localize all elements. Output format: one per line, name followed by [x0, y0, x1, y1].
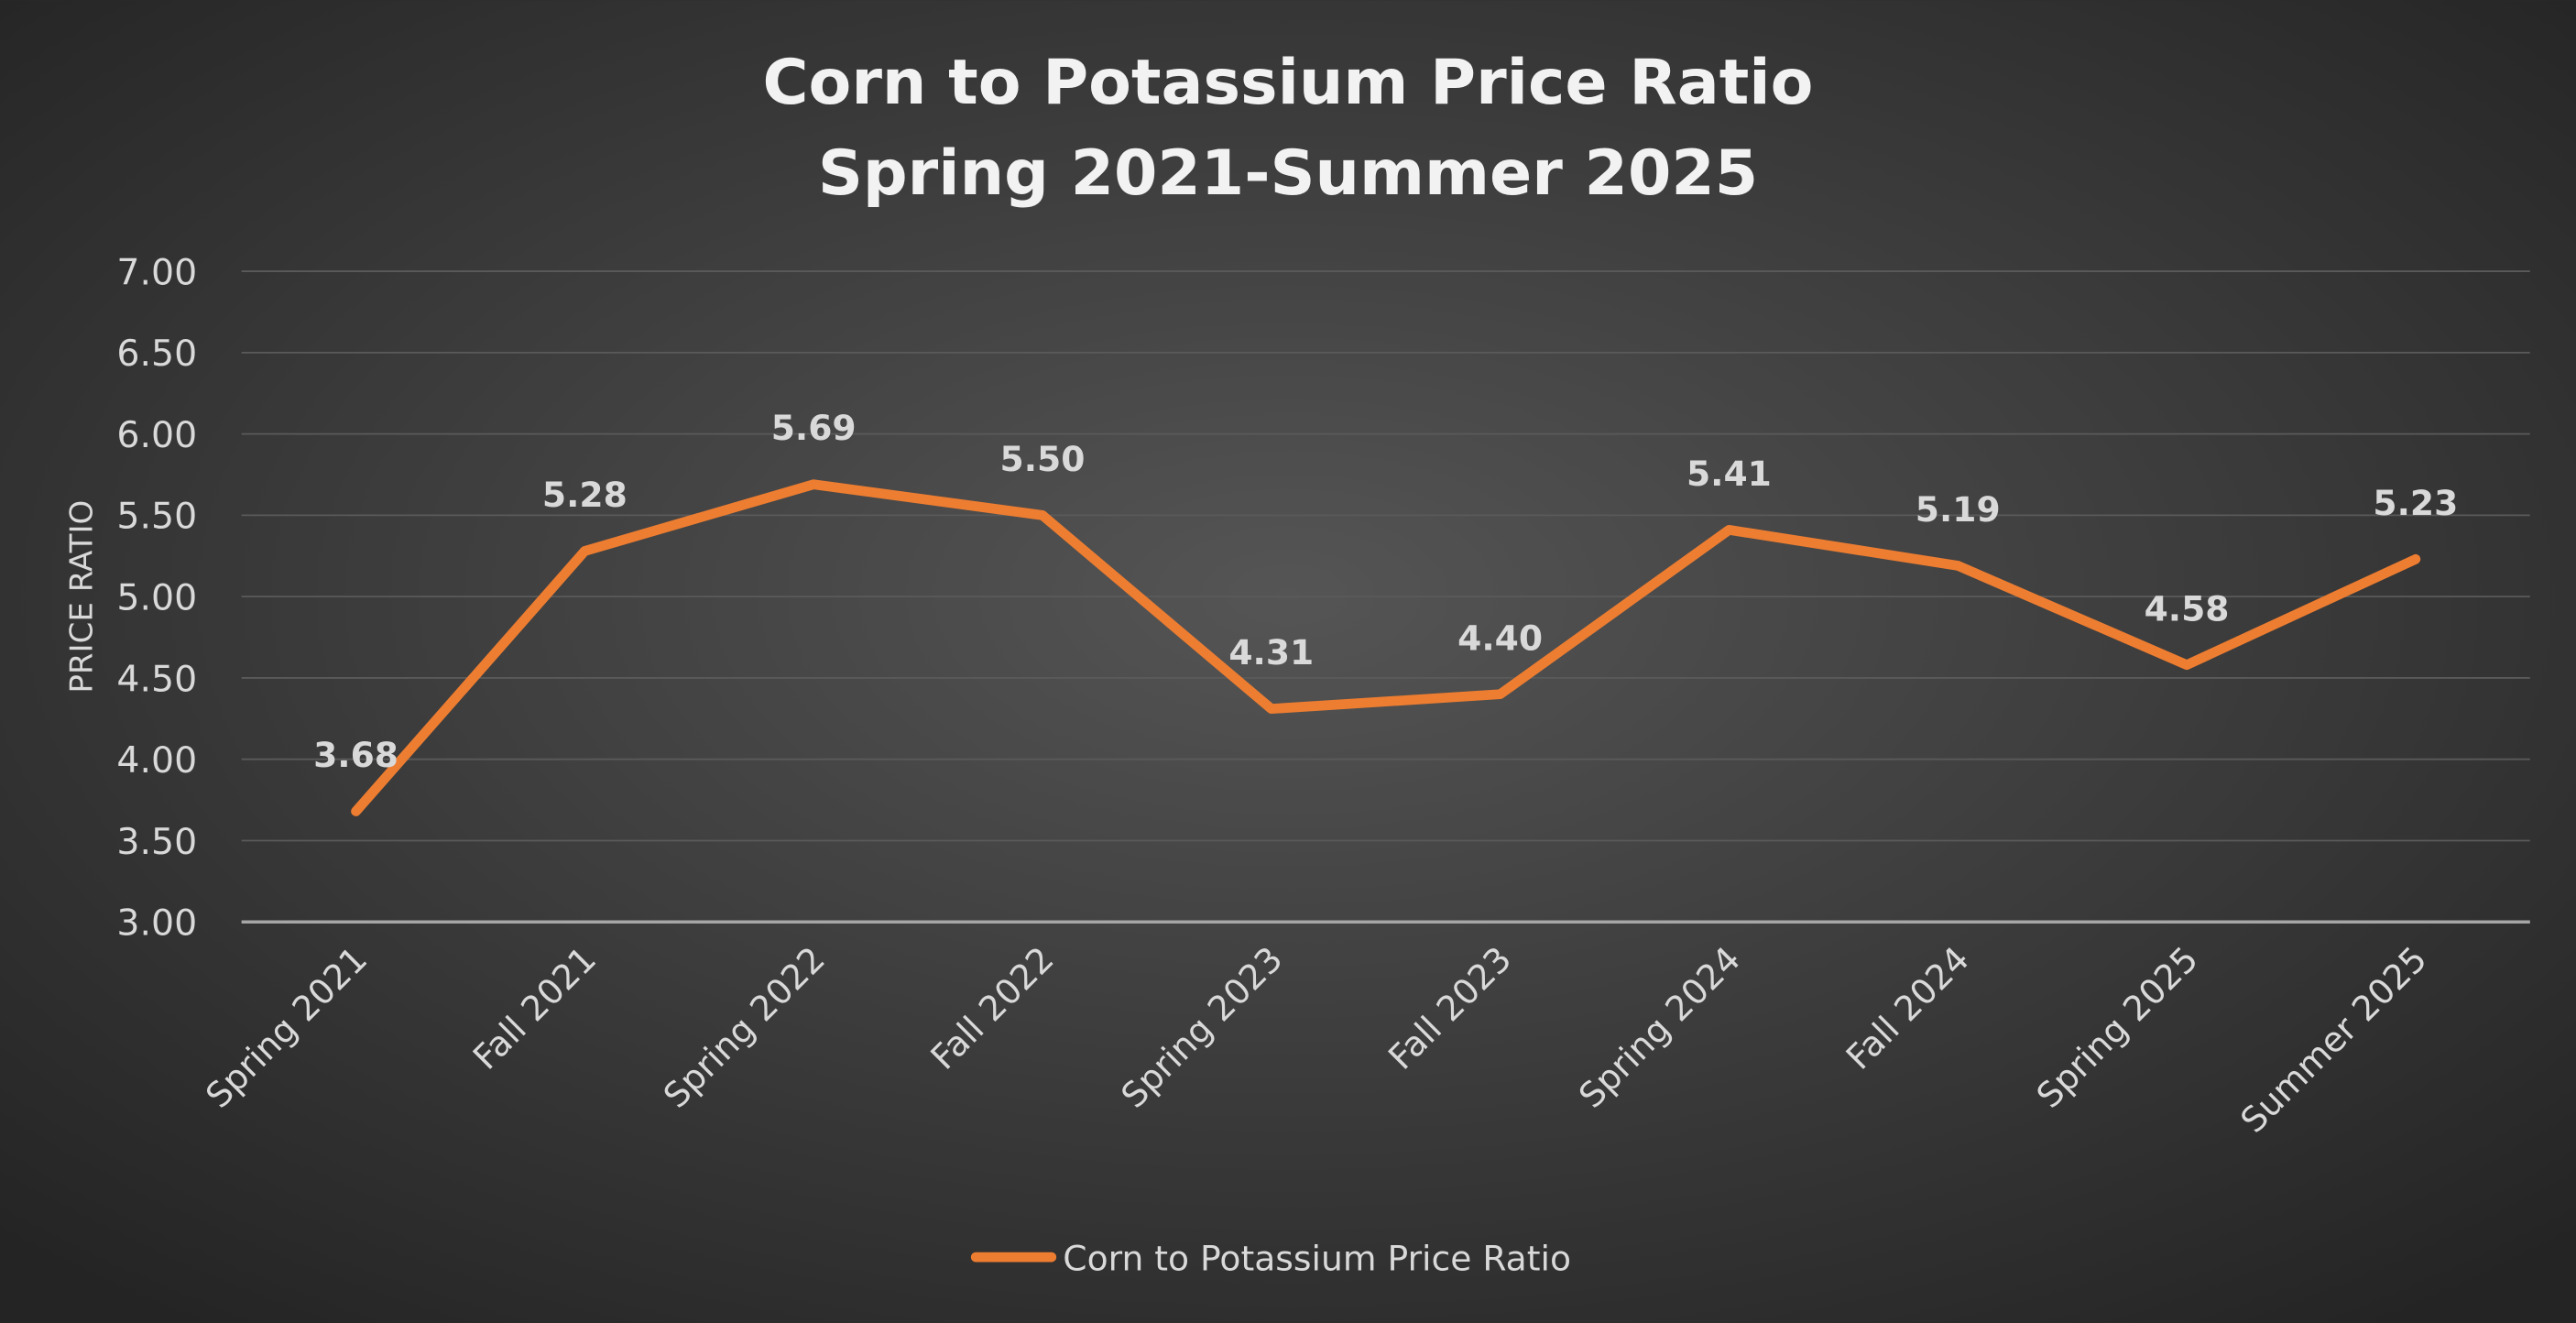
y-tick-label: 6.50 — [116, 333, 197, 375]
data-label: 4.31 — [1228, 632, 1314, 672]
y-tick-label: 3.00 — [116, 902, 197, 945]
y-tick-label: 7.00 — [116, 251, 197, 293]
y-tick-label: 6.00 — [116, 414, 197, 456]
series-line — [351, 479, 2421, 816]
legend-label: Corn to Potassium Price Ratio — [1063, 1238, 1571, 1278]
y-tick-label: 5.50 — [116, 496, 197, 538]
y-tick-label: 5.00 — [116, 577, 197, 619]
chart-subtitle: Spring 2021-Summer 2025 — [818, 137, 1758, 210]
legend: Corn to Potassium Price Ratio — [970, 1238, 1571, 1278]
data-label: 5.19 — [1916, 489, 2001, 530]
data-label: 5.28 — [542, 475, 628, 515]
data-label: 5.69 — [771, 408, 857, 448]
y-tick-label: 4.50 — [116, 658, 197, 700]
y-axis-title: PRICE RATIO — [63, 500, 100, 694]
data-label: 3.68 — [313, 735, 398, 775]
y-tick-label: 4.00 — [116, 739, 197, 782]
y-tick-label: 3.50 — [116, 821, 197, 863]
data-label: 4.58 — [2145, 588, 2230, 629]
data-label: 4.40 — [1457, 618, 1543, 658]
data-label: 5.50 — [1000, 439, 1086, 479]
data-label: 5.41 — [1686, 454, 1772, 494]
data-label: 5.23 — [2373, 483, 2458, 523]
chart-title: Corn to Potassium Price Ratio — [763, 47, 1814, 119]
